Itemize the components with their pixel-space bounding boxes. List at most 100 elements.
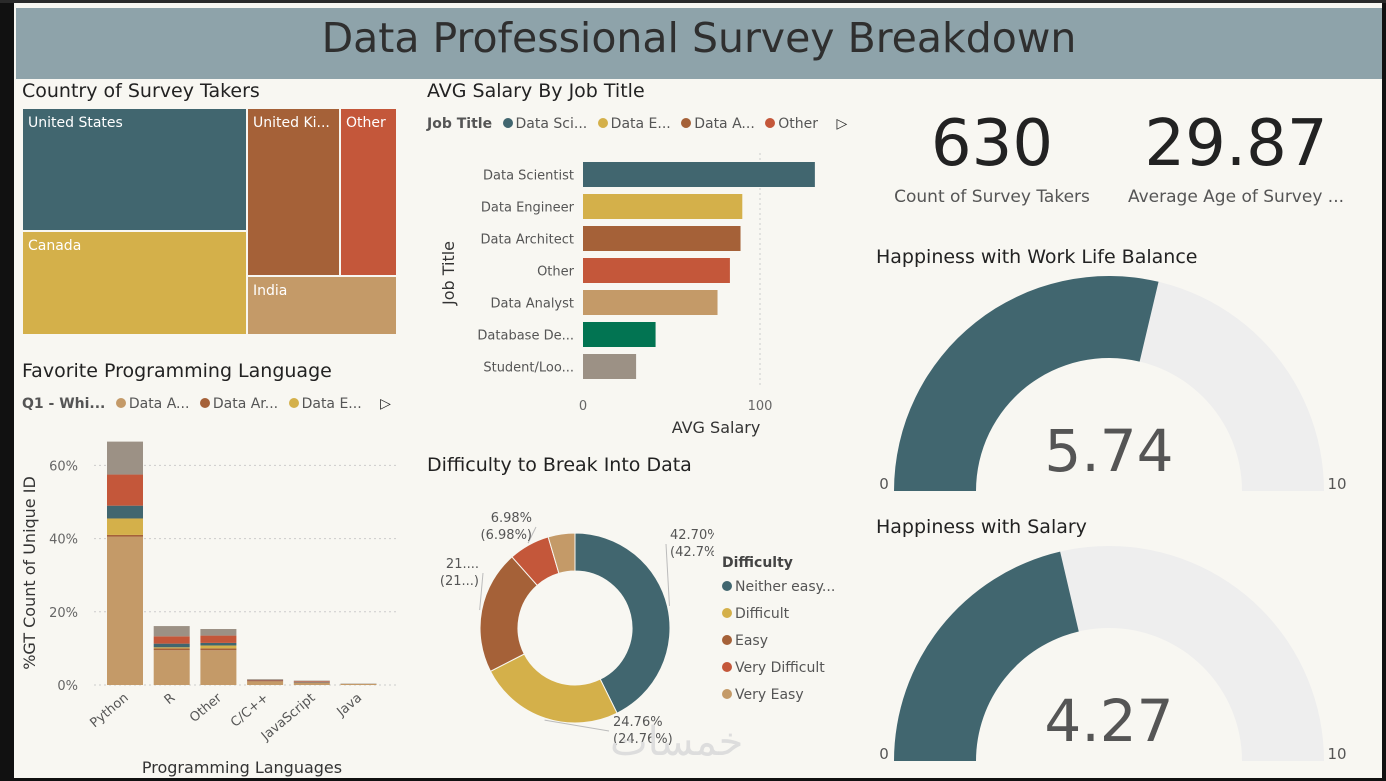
legend-item[interactable]: Data Sci... [497,116,588,132]
language-y-tick-label: 60% [49,459,78,474]
legend-next-arrow-icon[interactable]: ▷ [380,396,391,412]
language-bar-segment[interactable] [293,681,330,683]
salary-legend-title: Job Title [427,116,493,132]
legend-item[interactable]: Other [759,116,818,132]
legend-label: Data A... [694,116,755,132]
legend-item[interactable]: Neither easy... [722,574,835,601]
difficulty-legend-title: Difficulty [722,555,793,571]
language-bar-segment[interactable] [247,681,284,685]
language-stacked-bar-chart[interactable]: 0%20%40%60%Python R Other C/C++JavaScript Ja… [14,423,414,778]
gauge-fill[interactable] [894,275,1159,491]
gauge-max-label: 10 [1327,475,1346,493]
legend-item[interactable]: Data Ar... [194,396,278,412]
language-category-label: Java [334,691,365,721]
donut-leader-line[interactable] [527,526,537,544]
salary-bar-6[interactable] [583,354,637,379]
language-bar-segment[interactable] [107,474,143,506]
salary-legend: Job Title Data Sci... Data E... Data A..… [427,116,847,132]
language-bar-segment[interactable] [107,441,143,475]
salary-bar-1[interactable] [583,194,743,219]
language-bar-segment[interactable] [107,518,143,535]
language-y-axis-label: %GT Count of Unique ID [20,476,39,670]
gauge-min-label: 0 [879,475,889,493]
language-bar-segment[interactable] [153,626,190,637]
salary-bar-chart[interactable]: Data Scientist Data Engineer Data Architec… [414,143,854,443]
language-bar-segment[interactable] [200,635,237,643]
salary-bar-5[interactable] [583,322,656,347]
legend-dot-icon [722,662,732,672]
language-bar-segment[interactable] [293,682,330,685]
salary-bar-4[interactable] [583,290,718,315]
language-bar-segment[interactable] [107,536,143,685]
donut-data-label: 24.76% [613,715,663,730]
donut-data-label: 42.70% [670,528,714,543]
language-legend: Q1 - Whi... Data A... Data Ar... Data E.… [22,396,391,412]
language-bar-segment[interactable] [200,650,237,685]
salary-category-label: Database De... [477,329,574,344]
language-bar-segment[interactable] [200,645,237,649]
salary-category-label: Data Analyst [491,297,574,312]
donut-data-label: (21...) [440,574,479,589]
language-bar-segment[interactable] [200,629,237,636]
donut-leader-line[interactable] [544,719,610,732]
language-bar-segment[interactable] [247,679,284,681]
legend-item[interactable]: Data A... [110,396,189,412]
legend-dot-icon [502,118,513,128]
donut-slice-0[interactable] [574,532,671,714]
language-bar-segment[interactable] [107,534,143,537]
treemap-tile-other[interactable]: Other [340,108,397,276]
donut-leader-line[interactable] [479,572,484,611]
legend-label: Data E... [301,396,362,412]
treemap-tile-united-kingdom[interactable]: United Ki... [247,108,340,276]
language-legend-title: Q1 - Whi... [22,396,106,412]
language-bar-segment[interactable] [153,636,190,644]
salary-category-label: Other [537,265,575,280]
language-category-label: R [162,691,179,708]
language-bar-segment[interactable] [340,683,377,685]
language-bar-segment[interactable] [293,680,330,682]
salary-category-label: Data Architect [481,233,574,248]
legend-label: Neither easy... [735,579,836,595]
language-bar-segment[interactable] [153,648,190,651]
legend-item[interactable]: Easy [722,628,835,655]
legend-label: Easy [735,633,769,649]
gauge-salary-happiness[interactable]: 4.27 0 10 [874,543,1364,765]
treemap-tile-india[interactable]: India [247,276,397,335]
salary-category-label: Student/Loo... [483,361,574,376]
gauge-worklife-balance[interactable]: 5.74 0 10 [874,273,1364,495]
language-bar-segment[interactable] [153,650,190,685]
salary-category-label: Data Scientist [483,169,574,184]
language-bar-segment[interactable] [200,642,237,646]
legend-next-arrow-icon[interactable]: ▷ [836,116,848,132]
language-bar-segment[interactable] [200,648,237,651]
title-banner: Data Professional Survey Breakdown [16,8,1382,79]
legend-label: Very Difficult [735,660,825,676]
language-bar-segment[interactable] [153,643,190,648]
language-bar-segment[interactable] [247,679,284,680]
donut-data-label: 21.... [446,557,479,572]
treemap-tile-united-states[interactable]: United States [22,108,247,231]
kpi-age-value: 29.87 [1144,107,1328,181]
salary-bar-3[interactable] [583,258,730,283]
treemap-tile-canada[interactable]: Canada [22,231,247,335]
language-bar-segment[interactable] [107,505,143,519]
donut-slice-1[interactable] [489,653,618,724]
language-bar-segment[interactable] [153,647,190,649]
gauge-fill[interactable] [894,551,1079,761]
difficulty-donut-chart[interactable]: 42.70% (42.7%) 24.76% (24.76%) 21.... (21...)… [414,483,714,773]
donut-leader-line[interactable] [665,543,670,606]
legend-label: Data Sci... [515,116,588,132]
legend-item[interactable]: Data E... [283,396,362,412]
legend-label: Data E... [610,116,671,132]
language-x-axis-label: Programming Languages [142,758,342,777]
legend-item[interactable]: Data A... [675,116,755,132]
donut-data-label: (6.98%) [481,528,532,543]
legend-item[interactable]: Difficult [722,601,835,628]
donut-slice-4[interactable] [547,532,576,574]
legend-item[interactable]: Data E... [592,116,671,132]
legend-item[interactable]: Very Difficult [722,655,835,682]
salary-bar-0[interactable] [583,162,815,187]
gauge-worklife-title: Happiness with Work Life Balance [876,246,1198,268]
legend-item[interactable]: Very Easy [722,682,835,709]
salary-bar-2[interactable] [583,226,741,251]
